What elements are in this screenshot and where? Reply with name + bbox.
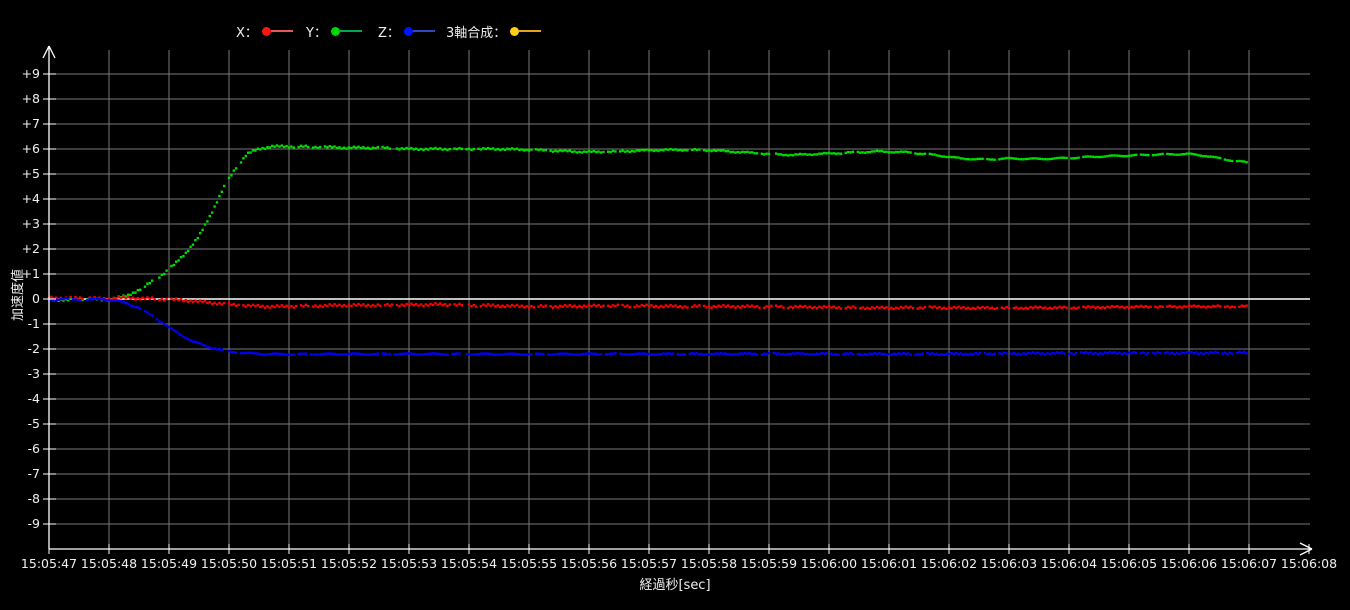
legend-item-z: Z： xyxy=(378,22,435,41)
x-tick-label: 15:05:51 xyxy=(261,556,317,571)
y-axis-title: 加速度値 xyxy=(11,269,26,322)
y-tick-label: +1 xyxy=(22,266,40,281)
legend-marker-y-icon xyxy=(330,26,340,36)
series-X-dots xyxy=(47,295,1248,311)
x-tick-label: 15:05:59 xyxy=(741,556,797,571)
x-axis-title: 経過秒[sec] xyxy=(639,578,711,593)
legend-item-y: Y： xyxy=(306,22,362,41)
y-tick-label: -4 xyxy=(28,391,41,406)
axes xyxy=(42,45,1313,556)
y-tick-label: 0 xyxy=(32,291,40,306)
y-tick-label: -9 xyxy=(28,516,41,531)
legend-item-composite: 3軸合成： xyxy=(446,22,542,41)
y-tick-label: +4 xyxy=(22,191,40,206)
legend-label-z: Z： xyxy=(378,25,400,41)
x-tick-label: 15:06:03 xyxy=(981,556,1037,571)
y-tick-label: -2 xyxy=(28,341,40,356)
y-tick-label: -7 xyxy=(28,466,40,481)
y-tick-label: +3 xyxy=(22,216,40,231)
x-tick-label: 15:05:57 xyxy=(621,556,677,571)
legend-line-x-icon xyxy=(270,30,293,32)
y-tick-label: -6 xyxy=(28,441,41,456)
x-tick-label: 15:06:05 xyxy=(1101,556,1157,571)
x-tick-label: 15:06:00 xyxy=(801,556,857,571)
x-tick-label: 15:05:50 xyxy=(201,556,257,571)
x-tick-label: 15:05:47 xyxy=(21,556,77,571)
grid-lines xyxy=(49,50,1310,549)
tick-marks xyxy=(43,73,1310,554)
tick-labels: +9 +8 +7 +6 +5 +4 +3 +2 +1 0 -1 -2 -3 -4 -5 -6 -7 -8 -9 15:… xyxy=(21,66,1337,571)
x-tick-label: 15:05:56 xyxy=(561,556,617,571)
series-Z-dots xyxy=(47,297,1248,357)
series-Y-dots xyxy=(47,144,1248,302)
x-tick-label: 15:05:48 xyxy=(81,556,137,571)
y-tick-label: +2 xyxy=(22,241,40,256)
x-tick-label: 15:06:02 xyxy=(921,556,977,571)
legend-item-x: X： xyxy=(236,22,293,41)
legend-marker-z-icon xyxy=(403,26,413,36)
y-tick-label: -8 xyxy=(28,491,41,506)
x-tick-label: 15:06:01 xyxy=(861,556,917,571)
y-tick-label: -5 xyxy=(28,416,40,431)
y-tick-label: -3 xyxy=(28,366,40,381)
x-tick-label: 15:05:55 xyxy=(501,556,557,571)
x-tick-label: 15:05:53 xyxy=(381,556,437,571)
legend-label-y: Y： xyxy=(306,25,327,41)
legend-marker-x-icon xyxy=(261,26,271,36)
x-tick-label: 15:06:07 xyxy=(1221,556,1277,571)
x-tick-label: 15:06:08 xyxy=(1281,556,1337,571)
x-tick-label: 15:05:58 xyxy=(681,556,737,571)
x-tick-label: 15:06:06 xyxy=(1161,556,1217,571)
x-tick-label: 15:06:04 xyxy=(1041,556,1097,571)
y-tick-label: +9 xyxy=(22,66,40,81)
y-tick-label: +7 xyxy=(22,116,40,131)
y-tick-label: +5 xyxy=(22,166,40,181)
legend-line-composite-icon xyxy=(519,30,542,32)
y-tick-label: +6 xyxy=(22,141,40,156)
legend-label-composite: 3軸合成： xyxy=(446,25,507,41)
y-tick-label: +8 xyxy=(22,91,40,106)
legend-line-z-icon xyxy=(412,30,435,32)
x-tick-label: 15:05:49 xyxy=(141,556,197,571)
legend-line-y-icon xyxy=(339,30,362,32)
legend-marker-composite-icon xyxy=(510,26,520,36)
x-tick-label: 15:05:52 xyxy=(321,556,377,571)
x-tick-label: 15:05:54 xyxy=(441,556,497,571)
legend-label-x: X： xyxy=(236,25,258,41)
chart-legend: X： Y： Z： 3軸合成： xyxy=(0,0,1350,44)
y-tick-label: -1 xyxy=(28,316,40,331)
